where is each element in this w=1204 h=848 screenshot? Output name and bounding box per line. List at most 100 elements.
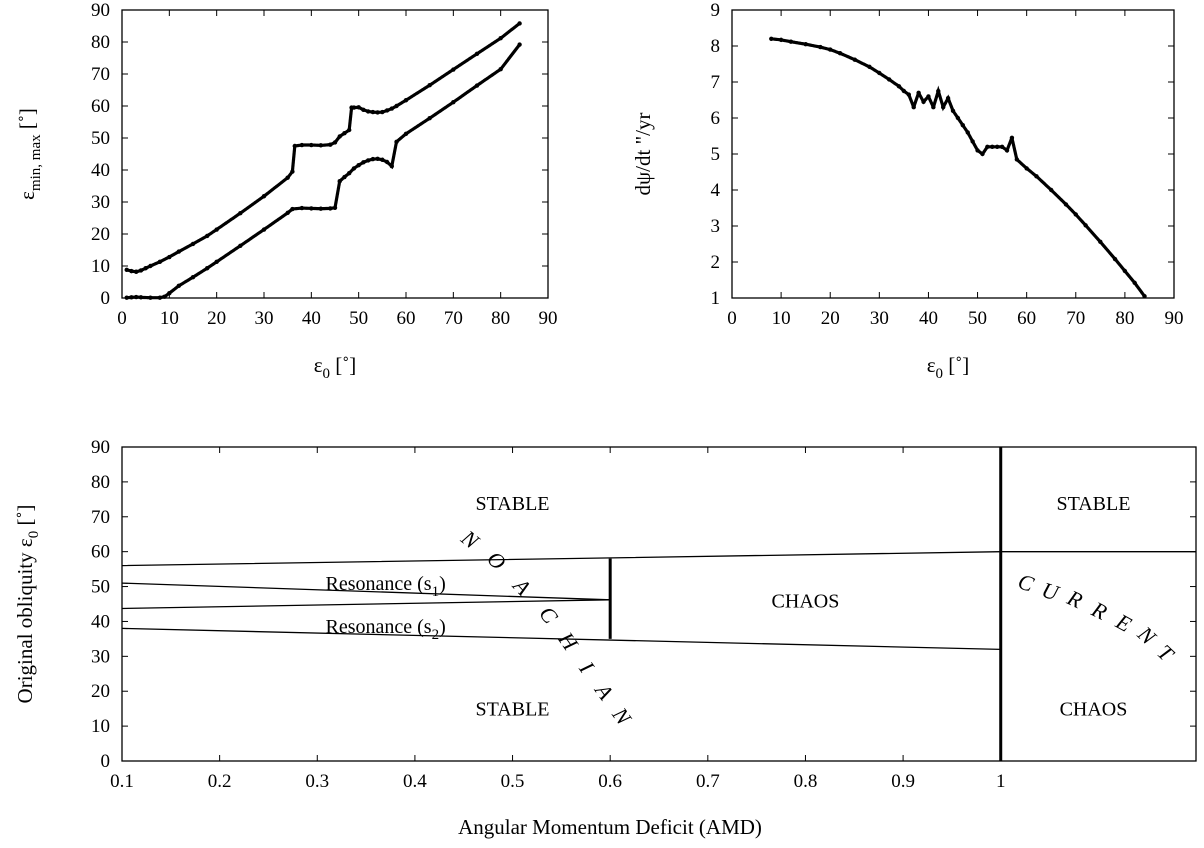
data-point-precession [837, 51, 843, 56]
precession-rate-ylabel: dψ/dt "/yr [631, 113, 655, 196]
data-point-maximum [190, 241, 196, 247]
data-point-precession [901, 88, 907, 94]
data-point-maximum [427, 83, 432, 88]
data-point-precession [921, 99, 926, 105]
curved-label-current-letter: N [1132, 621, 1162, 651]
data-point-maximum [389, 106, 394, 111]
curved-label-noachian-letter: I [574, 656, 600, 679]
data-point-minimum [285, 210, 290, 216]
data-point-maximum [134, 269, 139, 274]
curved-label-noachian-letter: O [482, 546, 511, 575]
data-point-precession [916, 90, 921, 96]
x-tick-label: 80 [491, 308, 510, 329]
x-tick-label: 90 [1165, 308, 1184, 329]
data-point-precession [940, 105, 946, 110]
curved-label-noachian-letter: A [589, 677, 619, 705]
data-point-maximum [517, 21, 522, 26]
panel-stability-diagram: 0.1 0.2 0.3 0.4 0.5 0.6 0.7 0.8 0.9 1010203040506… [13, 437, 1197, 839]
data-point-minimum [380, 157, 385, 162]
data-point-precession [970, 139, 975, 144]
data-point-precession [877, 70, 882, 76]
data-point-maximum [309, 142, 314, 148]
data-point-precession [1004, 148, 1010, 153]
data-point-maximum [138, 268, 144, 273]
y-tick-label: 1 [711, 288, 721, 309]
y-tick-label: 60 [91, 96, 110, 117]
x-tick-label: 10 [160, 308, 179, 329]
data-point-maximum [292, 143, 297, 149]
data-point-precession [1098, 239, 1103, 245]
curved-label-current-letter: C [1015, 568, 1038, 597]
data-point-precession [803, 42, 808, 47]
data-point-maximum [285, 175, 290, 180]
x-tick-label: 40 [919, 308, 938, 329]
panel-obliquity-extremes-frame [121, 9, 549, 299]
region-label: CHAOS [1060, 699, 1128, 721]
data-point-precession [999, 144, 1005, 149]
data-point-minimum [261, 227, 267, 232]
data-point-minimum [214, 259, 219, 265]
data-point-minimum [474, 83, 480, 88]
data-point-minimum [384, 159, 390, 165]
y-tick-label: 90 [91, 0, 110, 21]
data-point-minimum [176, 283, 181, 289]
data-point-precession [788, 39, 794, 44]
data-point-precession [1063, 202, 1069, 207]
data-point-maximum [176, 249, 181, 254]
data-point-maximum [474, 51, 480, 57]
x-tick-label: 50 [349, 308, 368, 329]
x-tick-label: 70 [1066, 308, 1085, 329]
data-point-minimum [332, 205, 338, 210]
boundary-chaos-lower [121, 627, 1001, 651]
series-trace-minimum [125, 43, 522, 300]
data-point-precession [1009, 135, 1015, 140]
y-tick-label: 6 [711, 108, 721, 129]
data-point-precession [886, 77, 892, 82]
data-point-maximum [143, 266, 148, 271]
x-tick-label: 30 [255, 308, 274, 329]
data-point-precession [1014, 157, 1020, 162]
data-point-precession [990, 144, 995, 149]
data-point-minimum [351, 166, 357, 171]
y-tick-label: 8 [711, 36, 721, 57]
data-point-minimum [205, 266, 210, 271]
data-point-minimum [389, 163, 394, 169]
data-point-precession [995, 144, 1000, 149]
y-tick-label: 0 [101, 751, 111, 772]
y-tick-label: 2 [711, 252, 721, 273]
data-point-minimum [394, 139, 399, 145]
data-point-maximum [129, 268, 134, 274]
precession-rate-xlabel: ε0 [˚] [927, 353, 970, 382]
stability-boundaries [121, 447, 1196, 761]
x-tick-label: 50 [968, 308, 987, 329]
data-point-precession [931, 105, 936, 110]
x-tick-label: 0.1 [110, 771, 134, 792]
x-tick-label: 1 [996, 771, 1006, 792]
precession-rate-ticks: 0 10 20 30 40 50 60 70 80 90 1 2 3 4 5 6 7 8 9 [711, 0, 1184, 329]
data-point-precession [769, 36, 774, 41]
data-point-maximum [498, 35, 503, 41]
data-point-minimum [403, 131, 409, 137]
data-point-maximum [351, 105, 357, 110]
data-point-precession [906, 92, 911, 97]
x-tick-label: 40 [302, 308, 321, 329]
boundary-chaos-upper [121, 551, 1196, 567]
y-tick-label: 70 [91, 64, 110, 85]
data-point-minimum [342, 174, 347, 180]
data-point-precession [985, 144, 990, 149]
curved-label-current-letter: R [1087, 596, 1112, 625]
data-point-maximum [205, 233, 210, 239]
data-point-minimum [299, 205, 305, 211]
series-trace-precession [769, 37, 1147, 298]
stability-region-labels: STABLE STABLE CHAOS STABLE CHAOS Resonance (s… [325, 493, 1179, 731]
data-point-minimum [347, 171, 352, 176]
data-point-maximum [337, 134, 342, 139]
curved-label-current-letter: T [1152, 639, 1179, 667]
data-point-maximum [370, 109, 376, 115]
data-point-precession [975, 148, 980, 153]
x-tick-label: 0.8 [794, 771, 818, 792]
curved-label-noachian-letter: N [456, 524, 485, 554]
y-tick-label: 40 [91, 611, 110, 632]
data-point-precession [1083, 223, 1088, 228]
